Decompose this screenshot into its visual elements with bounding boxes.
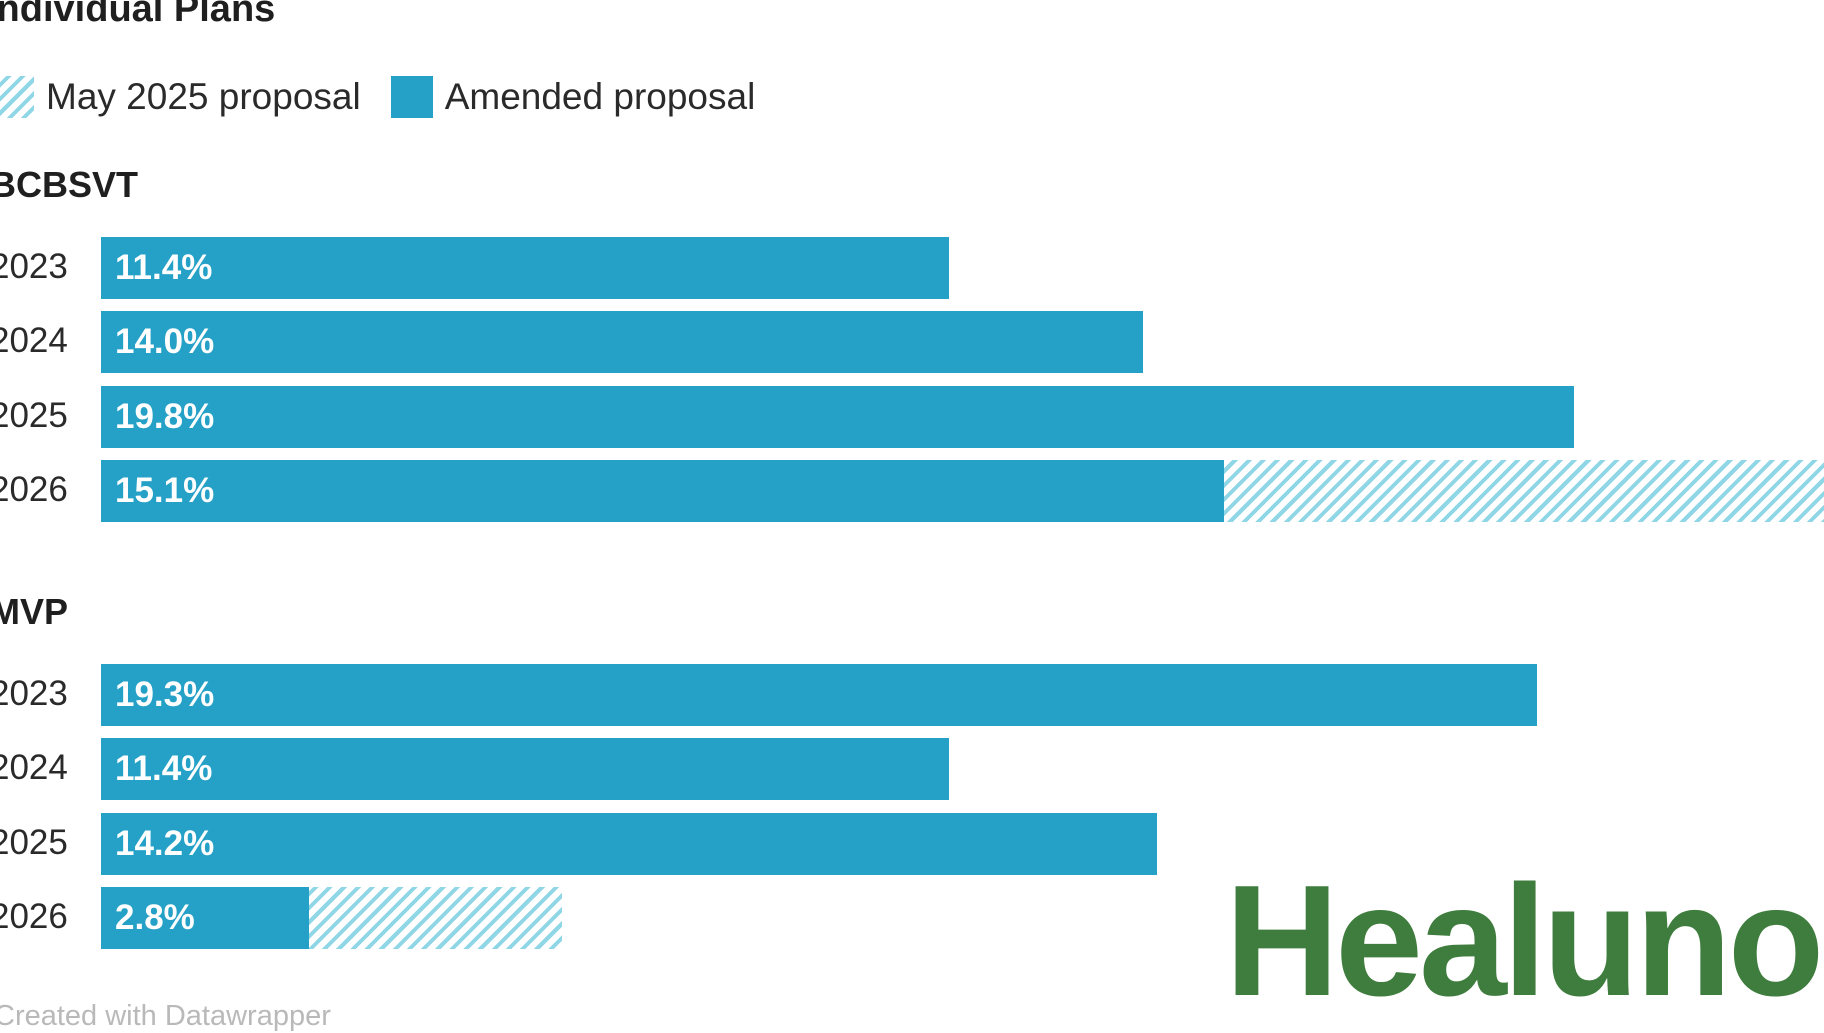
legend-swatch-hatched: [0, 76, 34, 118]
bar-value-label: 15.1%: [115, 471, 215, 511]
group-label: MVP: [0, 591, 69, 632]
bar-value-label: 11.4%: [115, 248, 213, 287]
row-label-year: 2025: [0, 395, 68, 435]
credit-text: Created with Datawrapper: [0, 1000, 331, 1032]
legend: May 2025 proposal Amended proposal: [0, 76, 785, 118]
bar-amended-proposal: [101, 311, 1143, 374]
bar-value-label: 19.3%: [115, 675, 215, 714]
chart-title: Individual Plans: [0, 0, 276, 30]
brand-logo: Healuno: [1225, 853, 1824, 1029]
row-label-year: 2023: [0, 674, 68, 713]
legend-label-amended: Amended proposal: [444, 76, 756, 117]
row-label-year: 2023: [0, 247, 68, 286]
row-label-year: 2024: [0, 321, 68, 361]
group-label: BCBSVT: [0, 164, 139, 205]
row-label-year: 2024: [0, 748, 68, 788]
bar-value-label: 14.2%: [115, 823, 215, 863]
bar-value-label: 2.8%: [115, 898, 195, 938]
bar-amended-proposal: [101, 812, 1158, 875]
row-label-year: 2026: [0, 470, 68, 510]
bar-amended-proposal: [101, 738, 950, 801]
bar-amended-proposal: [101, 887, 310, 950]
bar-value-label: 11.4%: [115, 749, 213, 789]
bar-amended-proposal: [101, 460, 1225, 523]
bar-amended-proposal: [101, 237, 950, 299]
row-label-year: 2025: [0, 822, 68, 862]
bar-amended-proposal: [101, 664, 1537, 726]
legend-swatch-solid: [390, 76, 433, 118]
row-label-year: 2026: [0, 897, 68, 937]
legend-item-amended: Amended proposal: [390, 76, 756, 118]
legend-label-may-2025: May 2025 proposal: [46, 76, 361, 117]
bar-value-label: 19.8%: [115, 396, 215, 436]
legend-item-may-2025: May 2025 proposal: [0, 76, 361, 118]
bar-value-label: 14.0%: [115, 322, 215, 362]
bar-amended-proposal: [101, 385, 1575, 448]
